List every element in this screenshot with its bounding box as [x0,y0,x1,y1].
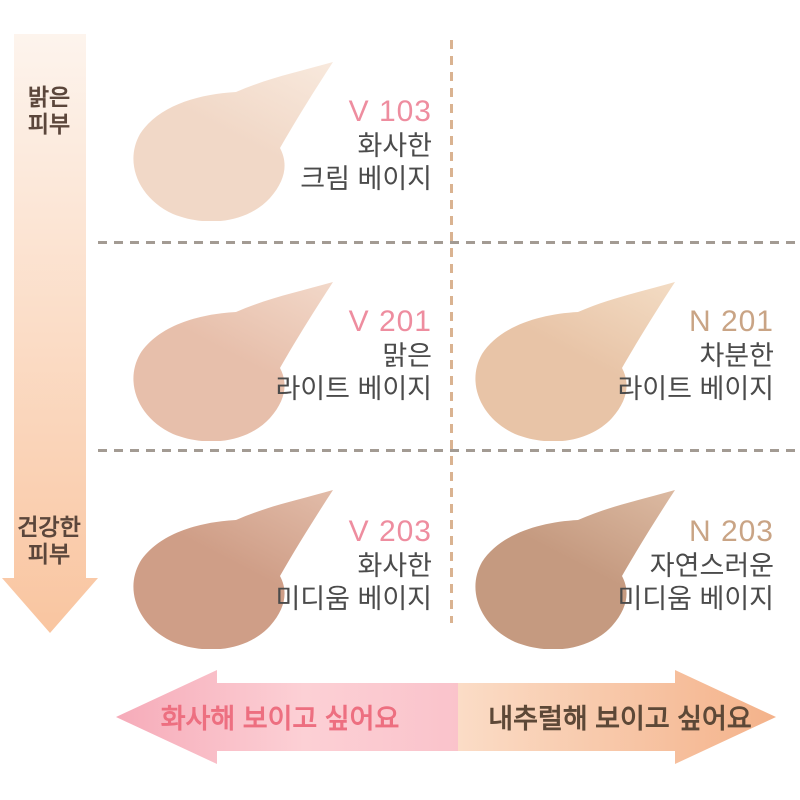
shade-name: 화사한 미디움 베이지 [275,551,432,614]
shade-name: 맑은 라이트 베이지 [275,341,432,404]
shade-name: 화사한 크림 베이지 [300,131,432,194]
divider-horizontal-row1 [98,241,800,244]
shade-code: N 203 [688,515,774,548]
natural-preference-arrow [458,670,776,764]
swatch-v201 [133,282,333,441]
swatch-smear-shape [133,490,333,649]
shade-label-v201: V 201 맑은 라이트 베이지 [275,304,432,406]
shade-name: 자연스러운 미디움 베이지 [617,551,774,614]
shade-label-n201: N 201 차분한 라이트 베이지 [617,304,774,406]
shade-code: N 201 [688,305,774,338]
axis-label-healthy-skin: 건강한 피부 [17,514,81,567]
axis-label-bright-skin: 밝은 피부 [27,84,71,137]
shade-code: V 203 [348,515,432,548]
divider-vertical-columns [450,40,453,623]
shade-code: V 103 [348,95,432,128]
swatch-v103 [133,62,333,221]
radiant-preference-arrow [116,670,458,764]
shade-code: V 201 [348,305,432,338]
shade-label-n203: N 203 자연스러운 미디움 베이지 [617,514,774,616]
shade-label-v203: V 203 화사한 미디움 베이지 [275,514,432,616]
swatch-smear-shape [133,282,333,441]
shade-label-v103: V 103 화사한 크림 베이지 [300,94,432,196]
radiant-arrow-label: 화사해 보이고 싶어요 [160,704,400,734]
shade-name: 차분한 라이트 베이지 [617,341,774,404]
skin-tone-axis-arrow-shape [2,34,98,633]
skin-tone-axis-arrow [2,34,98,633]
swatch-n201 [475,282,675,441]
swatch-smear-shape [133,62,333,221]
swatch-smear-shape [475,490,675,649]
radiant-arrow-shape [116,670,458,764]
natural-arrow-label: 내추럴해 보이고 싶어요 [488,704,752,734]
natural-arrow-shape [458,670,776,764]
swatch-v203 [133,490,333,649]
divider-horizontal-row2 [98,449,800,452]
swatch-smear-shape [475,282,675,441]
swatch-n203 [475,490,675,649]
